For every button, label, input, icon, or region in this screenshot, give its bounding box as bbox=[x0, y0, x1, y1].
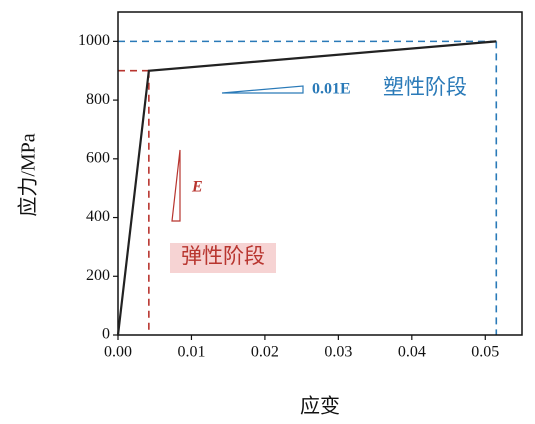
slope-triangle bbox=[171, 149, 181, 222]
slope-triangle bbox=[221, 85, 304, 94]
annotation: E bbox=[191, 179, 203, 196]
data-line bbox=[116, 40, 497, 336]
y-tick-label: 200 bbox=[86, 267, 110, 284]
y-tick-label: 0 bbox=[102, 326, 110, 343]
x-tick-label: 0.02 bbox=[251, 344, 279, 361]
y-axis-label: 应力/MPa bbox=[17, 133, 40, 216]
label-background bbox=[170, 243, 276, 273]
y-tick-label: 400 bbox=[86, 208, 110, 225]
x-tick-label: 0.03 bbox=[324, 344, 352, 361]
annotation: 弹性阶段 bbox=[181, 244, 265, 268]
annotation: 塑性阶段 bbox=[383, 75, 467, 99]
y-tick-label: 600 bbox=[86, 149, 110, 166]
y-tick-label: 1000 bbox=[78, 32, 110, 49]
annotation: 0.01E bbox=[312, 81, 351, 98]
x-tick-label: 0.04 bbox=[398, 344, 426, 361]
x-tick-label: 0.00 bbox=[104, 344, 132, 361]
plot-frame bbox=[117, 11, 523, 336]
x-tick-label: 0.01 bbox=[177, 344, 205, 361]
x-axis-label: 应变 bbox=[300, 395, 340, 418]
y-tick-label: 800 bbox=[86, 91, 110, 108]
x-tick-label: 0.05 bbox=[471, 344, 499, 361]
